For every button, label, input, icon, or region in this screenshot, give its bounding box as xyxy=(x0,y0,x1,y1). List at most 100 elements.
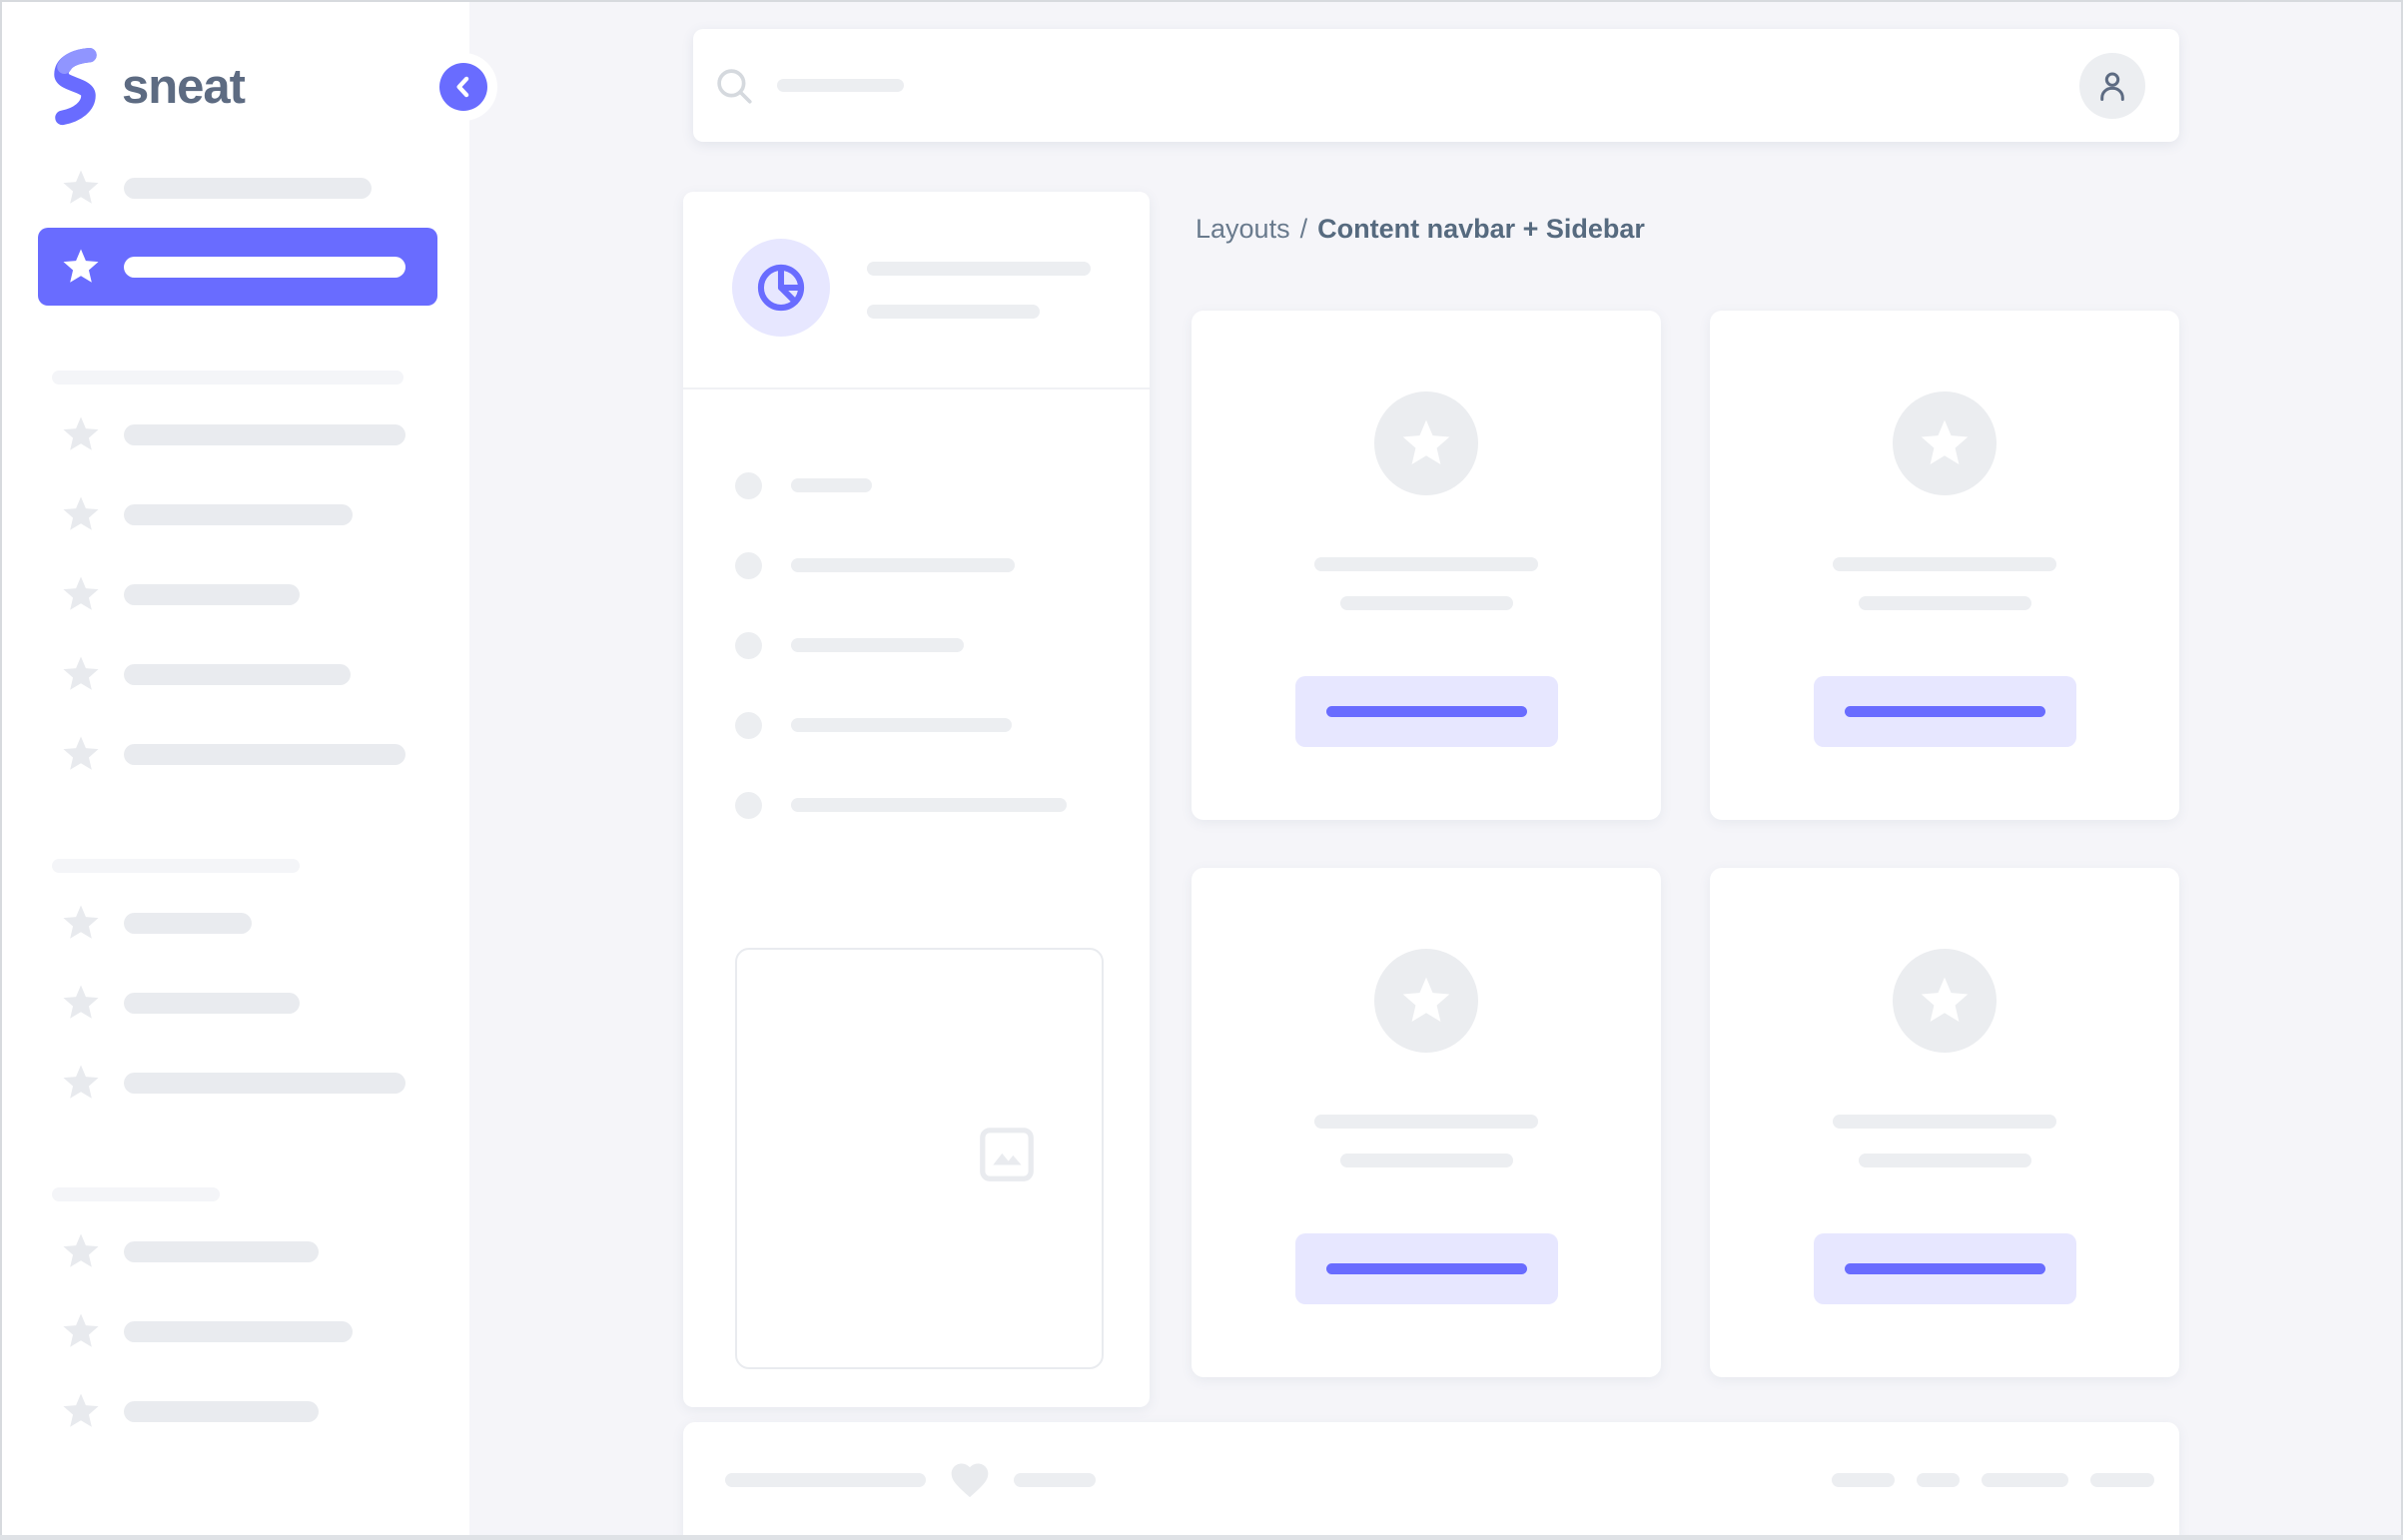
bullet-dot xyxy=(735,711,762,739)
bottom-text-placeholder xyxy=(2090,1473,2154,1487)
star-icon xyxy=(63,1393,99,1427)
panel-text-placeholder xyxy=(867,305,1040,319)
bullet-dot xyxy=(735,471,762,499)
demo-card xyxy=(1710,868,2179,1377)
brand[interactable]: sneat xyxy=(48,40,246,134)
list-text-placeholder xyxy=(791,718,1012,732)
sidebar-menu-item[interactable] xyxy=(2,1043,469,1123)
list-text-placeholder xyxy=(791,558,1015,572)
bottom-text-placeholder xyxy=(725,1473,926,1487)
breadcrumb: Layouts / Content navbar + Sidebar xyxy=(1196,214,1645,245)
bottom-text-placeholder xyxy=(1917,1473,1960,1487)
collapse-button-circle xyxy=(439,63,487,111)
search-placeholder-bar xyxy=(777,79,904,92)
search-icon xyxy=(717,68,752,104)
sidebar-menu-item[interactable] xyxy=(2,883,469,963)
card-avatar xyxy=(1374,391,1478,495)
window-bottom-edge xyxy=(0,1535,2403,1540)
panel-avatar xyxy=(732,239,830,337)
list-item xyxy=(683,605,1150,685)
panel-list xyxy=(683,445,1150,845)
card-text-placeholder xyxy=(1833,1115,2056,1129)
card-avatar xyxy=(1374,949,1478,1053)
brand-name: sneat xyxy=(122,60,246,114)
card-action-button[interactable] xyxy=(1294,676,1558,747)
card-action-button[interactable] xyxy=(1813,1233,2076,1304)
sidebar-menu xyxy=(2,148,469,1451)
star-icon xyxy=(1921,977,1969,1022)
star-icon xyxy=(63,496,99,530)
sidebar-menu-item[interactable] xyxy=(2,1371,469,1451)
star-icon xyxy=(63,1065,99,1099)
sidebar-menu-item[interactable] xyxy=(2,714,469,794)
bottom-card-left xyxy=(725,1458,1096,1502)
card-text-placeholder xyxy=(1314,557,1538,571)
star-icon xyxy=(63,736,99,770)
card-text-placeholder xyxy=(1339,1154,1513,1167)
menu-label-placeholder xyxy=(124,912,252,934)
menu-label-placeholder xyxy=(124,1072,405,1094)
star-icon xyxy=(63,656,99,690)
heart-icon xyxy=(951,1463,989,1498)
bottom-card-right xyxy=(1832,1473,2154,1487)
menu-label-placeholder xyxy=(124,503,353,525)
demo-card-grid xyxy=(1192,311,2179,1377)
sidebar-menu-item[interactable] xyxy=(2,554,469,634)
list-text-placeholder xyxy=(791,798,1067,812)
menu-section-placeholder xyxy=(52,859,300,873)
chevron-left-icon xyxy=(456,76,469,98)
button-label-placeholder xyxy=(1844,706,2045,717)
menu-label-placeholder xyxy=(124,423,405,445)
sidebar-menu-item[interactable] xyxy=(2,1211,469,1291)
menu-label-placeholder xyxy=(124,1400,319,1422)
card-action-button[interactable] xyxy=(1294,1233,1558,1304)
star-icon xyxy=(1402,977,1450,1022)
button-label-placeholder xyxy=(1325,1263,1527,1274)
sidebar-menu-item[interactable] xyxy=(2,148,469,228)
star-icon xyxy=(1921,419,1969,464)
demo-card xyxy=(1192,868,1661,1377)
menu-label-placeholder xyxy=(124,256,405,278)
pie-chart-icon xyxy=(757,264,805,312)
list-item xyxy=(683,765,1150,845)
star-icon xyxy=(63,1313,99,1347)
card-avatar xyxy=(1893,391,1997,495)
bottom-text-placeholder xyxy=(1014,1473,1096,1487)
list-text-placeholder xyxy=(791,638,964,652)
sidebar-menu-item[interactable] xyxy=(38,228,437,306)
sneat-logo-icon xyxy=(54,47,97,126)
button-label-placeholder xyxy=(1844,1263,2045,1274)
breadcrumb-separator: / xyxy=(1299,214,1308,244)
panel-text-placeholder xyxy=(867,262,1091,276)
card-text-placeholder xyxy=(1858,1154,2031,1167)
user-menu-button[interactable] xyxy=(2079,52,2145,119)
card-text-placeholder xyxy=(1858,596,2031,610)
search-input[interactable] xyxy=(713,65,2079,107)
menu-label-placeholder xyxy=(124,1240,319,1262)
sidebar-menu-item[interactable] xyxy=(2,1291,469,1371)
button-label-placeholder xyxy=(1325,706,1527,717)
star-icon xyxy=(63,416,99,450)
card-action-button[interactable] xyxy=(1813,676,2076,747)
star-icon xyxy=(63,170,99,204)
top-navbar xyxy=(693,29,2179,142)
sidebar: sneat xyxy=(2,2,469,1535)
star-icon xyxy=(63,1233,99,1267)
star-icon xyxy=(63,249,99,283)
card-text-placeholder xyxy=(1339,596,1513,610)
card-text-placeholder xyxy=(1833,557,2056,571)
card-avatar xyxy=(1893,949,1997,1053)
sidebar-menu-item[interactable] xyxy=(2,963,469,1043)
bullet-dot xyxy=(735,631,762,659)
sidebar-menu-item[interactable] xyxy=(2,394,469,474)
card-text-placeholder xyxy=(1314,1115,1538,1129)
sidebar-menu-item[interactable] xyxy=(2,634,469,714)
breadcrumb-parent-link[interactable]: Layouts xyxy=(1196,214,1290,244)
sidebar-collapse-button[interactable] xyxy=(429,53,497,121)
menu-label-placeholder xyxy=(124,743,405,765)
sidebar-menu-item[interactable] xyxy=(2,474,469,554)
menu-label-placeholder xyxy=(124,177,372,199)
bullet-dot xyxy=(735,791,762,819)
menu-label-placeholder xyxy=(124,583,300,605)
